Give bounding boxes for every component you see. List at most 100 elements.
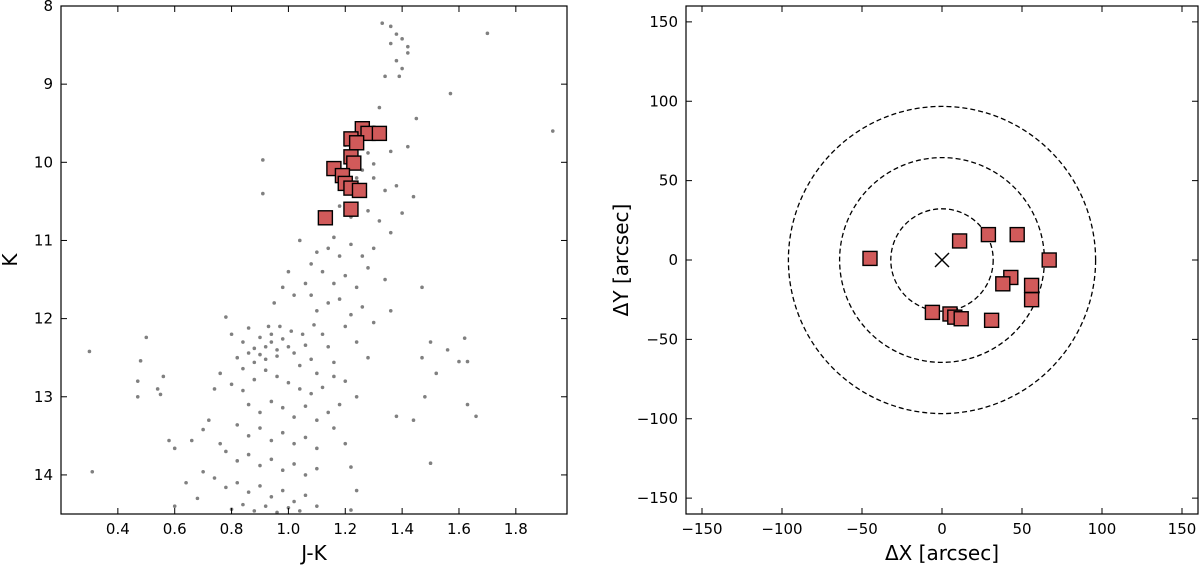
cmd-y-tick-label: 10 (34, 153, 53, 171)
selected-star-marker (983, 312, 1000, 329)
cmd-x-tick-label: 0.6 (163, 520, 187, 538)
cmd-ticks: 0.4 0.6 0.8 1.0 1.2 1.4 1.6 1.8 8 9 10 11 12 13 14 (34, 0, 567, 538)
map-x-tick-label: 100 (1088, 520, 1117, 538)
field-star-point (406, 44, 410, 49)
cmd-x-axis-label: J-K (299, 541, 327, 565)
field-star-point (406, 144, 410, 149)
field-star-point (320, 269, 325, 274)
field-star-point (158, 392, 163, 397)
cmd-field-stars (87, 21, 555, 515)
field-star-point (474, 414, 478, 419)
cmd-y-tick-label: 14 (34, 466, 53, 484)
cmd-y-tick-label: 12 (34, 310, 53, 328)
field-star-point (315, 250, 319, 254)
field-star-point (292, 351, 296, 355)
field-star-point (303, 473, 308, 477)
field-star-point (360, 254, 365, 258)
field-star-point (332, 426, 336, 430)
field-star-point (371, 246, 376, 251)
field-star-point (246, 452, 251, 457)
field-star-point (343, 273, 348, 278)
field-star-point (320, 332, 325, 337)
field-star-point (337, 402, 342, 407)
selected-star-marker (924, 304, 941, 321)
field-star-point (258, 463, 262, 468)
field-star-point (297, 363, 302, 368)
map-x-tick-label: 150 (1168, 520, 1197, 538)
field-star-point (258, 352, 262, 357)
field-star-point (550, 129, 555, 133)
map-y-axis-label: ΔY [arcsec] (609, 204, 633, 317)
field-star-point (354, 285, 359, 290)
field-star-point (261, 158, 265, 162)
field-star-point (332, 281, 336, 286)
field-star-point (303, 281, 308, 286)
selected-star-marker (346, 155, 362, 171)
field-star-point (224, 485, 228, 490)
field-star-point (388, 230, 393, 235)
selected-star-marker (1041, 252, 1057, 268)
selected-star-marker (1009, 226, 1025, 243)
selected-star-marker (351, 182, 368, 199)
field-star-point (354, 176, 359, 180)
field-star-point (309, 357, 313, 362)
field-star-point (462, 336, 467, 340)
cmd-frame (60, 5, 568, 515)
field-star-point (326, 301, 331, 305)
field-star-point (292, 441, 296, 446)
field-star-point (297, 509, 302, 513)
field-star-point (388, 309, 393, 313)
field-star-point (229, 332, 234, 337)
field-star-point (343, 379, 348, 383)
field-star-point (371, 320, 376, 325)
field-star-point (252, 360, 257, 365)
field-star-point (246, 490, 251, 494)
field-star-point (258, 335, 262, 340)
map-selected-stars (862, 226, 1057, 329)
field-star-point (280, 468, 285, 473)
field-star-point (263, 504, 268, 508)
field-star-point (420, 355, 424, 360)
field-star-point (246, 351, 251, 355)
field-star-point (286, 505, 291, 510)
field-star-point (397, 74, 402, 79)
field-star-point (258, 426, 262, 430)
field-star-point (269, 340, 274, 344)
field-star-point (246, 402, 251, 407)
field-star-point (218, 441, 222, 446)
field-star-point (315, 446, 319, 451)
field-star-point (252, 509, 257, 513)
selected-star-marker (343, 201, 359, 217)
field-star-point (465, 402, 470, 407)
selected-star-marker (317, 210, 334, 226)
cmd-x-tick-label: 1.6 (447, 520, 471, 538)
field-star-point (485, 31, 490, 36)
field-star-point (303, 343, 308, 347)
field-star-point (394, 183, 399, 188)
field-star-point (332, 360, 336, 365)
field-star-point (241, 366, 245, 371)
map-x-tick-label: −150 (681, 520, 722, 538)
radius-circle (787, 105, 1097, 415)
selected-star-marker (953, 311, 969, 327)
field-star-point (303, 493, 308, 498)
field-star-point (315, 466, 319, 471)
field-star-point (280, 337, 285, 341)
field-star-point (212, 387, 217, 391)
field-star-point (312, 323, 316, 327)
field-star-point (343, 324, 348, 329)
field-star-point (297, 387, 302, 391)
map-center-marker (934, 252, 950, 268)
field-star-point (269, 438, 274, 443)
field-star-point (155, 387, 160, 391)
field-star-point (315, 418, 319, 423)
field-star-point (309, 391, 313, 396)
field-star-point (161, 374, 166, 379)
field-star-point (280, 405, 285, 410)
map-y-tick-label: 100 (649, 92, 678, 110)
field-star-point (229, 382, 234, 387)
field-star-point (377, 105, 382, 110)
field-star-point (337, 204, 342, 208)
field-star-point (189, 438, 194, 443)
